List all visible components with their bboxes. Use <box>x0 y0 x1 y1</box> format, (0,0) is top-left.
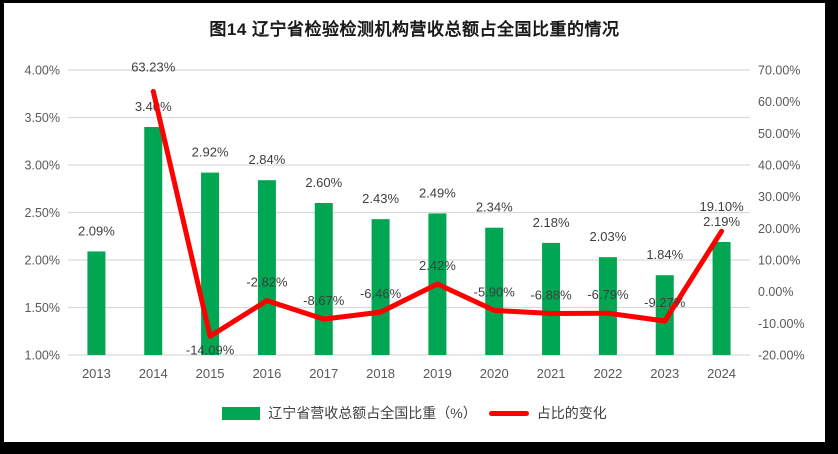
right-axis-tick: 40.00% <box>758 159 800 173</box>
line-label-2017: -8.67% <box>303 293 345 308</box>
legend-label-line-series: 占比的变化 <box>536 405 607 421</box>
line-label-2019: 2.42% <box>419 258 456 273</box>
bar-2014 <box>144 127 163 355</box>
bar-label-2021: 2.18% <box>533 215 570 230</box>
left-axis-tick: 1.00% <box>25 349 60 363</box>
bar-label-2024: 2.19% <box>703 214 740 229</box>
right-axis-tick: 50.00% <box>758 127 800 141</box>
line-label-2023: -9.27% <box>644 295 686 310</box>
x-axis-label: 2013 <box>82 366 111 381</box>
bar-label-2014: 3.40% <box>135 99 172 114</box>
legend-item-bar-series: 辽宁省营收总额占全国比重（%） <box>222 403 477 423</box>
bar-label-2019: 2.49% <box>419 185 456 200</box>
line-label-2020: -5.90% <box>474 284 516 299</box>
left-axis-tick: 3.00% <box>25 159 60 173</box>
x-axis-label: 2017 <box>309 366 338 381</box>
bar-2017 <box>314 203 333 355</box>
line-label-2016: -2.82% <box>246 275 288 290</box>
left-axis-tick: 4.00% <box>25 64 60 78</box>
legend-item-line-series: 占比的变化 <box>488 403 607 423</box>
left-axis-tick: 2.00% <box>25 254 60 268</box>
x-axis-label: 2021 <box>537 366 566 381</box>
right-axis-tick: -20.00% <box>758 349 805 363</box>
bar-label-2017: 2.60% <box>305 175 342 190</box>
bar-label-2023: 1.84% <box>646 247 683 262</box>
bar-2018 <box>371 219 390 355</box>
chart-title: 图14 辽宁省检验检测机构营收总额占全国比重的情况 <box>209 20 620 39</box>
x-axis-label: 2019 <box>423 366 452 381</box>
bar-label-2016: 2.84% <box>248 152 285 167</box>
bar-label-2015: 2.92% <box>192 145 229 160</box>
right-axis-tick: 10.00% <box>758 254 800 268</box>
bar-label-2018: 2.43% <box>362 191 399 206</box>
bar-2023 <box>655 275 674 355</box>
bar-2016 <box>257 180 276 355</box>
right-axis-tick: 20.00% <box>758 222 800 236</box>
bar-2022 <box>598 257 617 355</box>
bar-label-2022: 2.03% <box>589 229 626 244</box>
bar-2021 <box>542 242 561 355</box>
chart-panel: 图14 辽宁省检验检测机构营收总额占全国比重的情况 4.00% 3.50% 3.00… <box>4 3 825 442</box>
bar-label-2013: 2.09% <box>78 223 115 238</box>
combo-chart: 4.00% 3.50% 3.00% 2.50% 2.00% 1.50% 1.00% 70.00… <box>25 59 805 381</box>
x-axis-label: 2018 <box>366 366 395 381</box>
line-label-2015: -14.09% <box>186 342 235 357</box>
x-axis-label: 2016 <box>252 366 281 381</box>
x-axis-label: 2022 <box>593 366 622 381</box>
left-axis-tick: 1.50% <box>25 301 60 315</box>
x-axis-label: 2020 <box>480 366 509 381</box>
line-label-2022: -6.79% <box>587 287 629 302</box>
right-axis-tick: 0.00% <box>758 285 793 299</box>
right-axis-tick: -10.00% <box>758 317 805 331</box>
bar-label-2020: 2.34% <box>476 200 513 215</box>
bar-2020 <box>485 227 504 355</box>
bar-2013 <box>87 251 106 355</box>
x-axis-label: 2024 <box>707 366 736 381</box>
left-axis-tick: 2.50% <box>25 206 60 220</box>
right-axis-tick: 70.00% <box>758 64 800 78</box>
line-label-2021: -6.88% <box>530 287 572 302</box>
line-label-2018: -6.46% <box>360 286 402 301</box>
line-label-2014: 63.23% <box>131 59 176 74</box>
legend: 辽宁省营收总额占全国比重（%） 占比的变化 <box>4 403 825 423</box>
line-label-2024: 19.10% <box>700 199 745 214</box>
right-axis-tick: 60.00% <box>758 95 800 109</box>
x-axis-label: 2015 <box>196 366 225 381</box>
line-series-swatch-icon <box>488 410 529 416</box>
bar-2024 <box>712 241 731 355</box>
legend-label-bar-series: 辽宁省营收总额占全国比重（%） <box>268 405 477 421</box>
x-axis-label: 2014 <box>139 366 168 381</box>
trend-line <box>150 88 725 339</box>
x-axis-label: 2023 <box>650 366 679 381</box>
left-axis-tick: 3.50% <box>25 111 60 125</box>
bar-series-swatch-icon <box>222 406 261 420</box>
right-axis-tick: 30.00% <box>758 190 800 204</box>
